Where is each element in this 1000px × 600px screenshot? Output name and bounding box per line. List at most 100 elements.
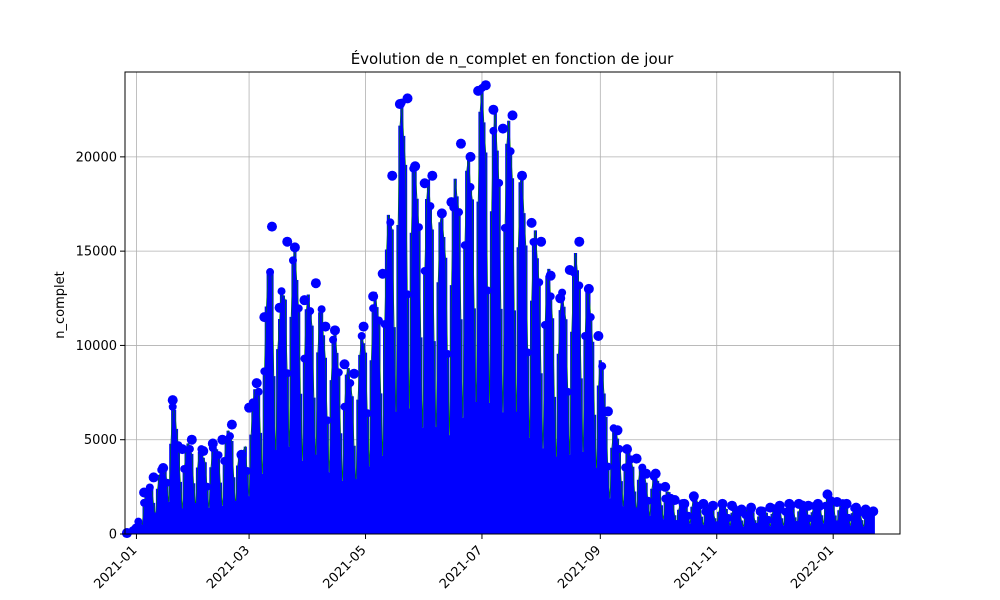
data-point	[409, 164, 418, 173]
data-fill	[125, 88, 875, 534]
data-point	[368, 291, 379, 302]
data-point	[174, 441, 183, 450]
data-point	[380, 320, 389, 329]
data-point	[271, 449, 280, 458]
data-point	[427, 170, 438, 181]
data-point	[340, 402, 349, 411]
data-point	[689, 494, 698, 503]
data-point	[283, 369, 292, 378]
data-point	[632, 507, 641, 516]
data-point	[214, 451, 223, 460]
data-point	[621, 463, 630, 472]
data-point	[449, 203, 458, 212]
y-tick-label: 10000	[76, 339, 117, 354]
data-point	[403, 290, 412, 299]
data-point	[243, 466, 252, 475]
data-point	[752, 522, 761, 531]
data-point	[602, 406, 613, 417]
data-point	[460, 241, 469, 250]
data-point	[707, 503, 716, 512]
data-point	[260, 367, 269, 376]
data-point	[850, 504, 859, 513]
data-point	[414, 223, 423, 232]
data-point	[787, 502, 796, 511]
data-point	[764, 515, 773, 524]
data-point	[266, 268, 275, 277]
data-point	[306, 307, 315, 316]
data-point	[134, 517, 143, 526]
data-point	[672, 520, 681, 529]
data-point	[497, 123, 508, 134]
data-point	[420, 266, 429, 275]
data-point	[712, 521, 721, 530]
data-point	[358, 321, 369, 332]
y-tick-label: 20000	[76, 150, 117, 165]
data-point	[678, 499, 687, 508]
data-point	[747, 505, 756, 514]
data-point	[638, 463, 647, 472]
data-point	[251, 378, 262, 389]
x-tick-label: 2021-07	[437, 543, 486, 592]
data-point	[437, 209, 446, 218]
data-point	[288, 256, 297, 265]
data-point	[191, 502, 200, 511]
data-point	[798, 500, 807, 509]
data-point	[649, 472, 658, 481]
x-tick-label: 2021-01	[91, 543, 140, 592]
data-point	[512, 411, 521, 420]
data-point	[781, 507, 790, 516]
data-point	[540, 320, 549, 329]
data-point	[426, 202, 435, 211]
data-point	[226, 419, 237, 430]
data-point	[351, 479, 360, 488]
data-point	[666, 493, 675, 502]
y-tick-label: 15000	[76, 245, 117, 260]
x-tick-label: 2021-09	[555, 543, 604, 592]
data-point	[311, 454, 320, 463]
data-point	[558, 288, 567, 297]
data-point	[569, 268, 578, 277]
data-point	[289, 242, 300, 253]
data-point	[329, 335, 338, 344]
data-point	[168, 402, 177, 411]
data-point	[157, 465, 166, 474]
data-point	[518, 171, 527, 180]
data-point	[274, 302, 285, 313]
data-point	[317, 305, 326, 314]
data-point	[729, 503, 738, 512]
data-point	[506, 147, 515, 156]
data-point	[282, 236, 293, 247]
data-point	[575, 281, 584, 290]
data-point	[867, 508, 876, 517]
data-point	[563, 387, 572, 396]
data-point	[432, 427, 441, 436]
data-point	[609, 424, 618, 433]
y-tick-label: 5000	[84, 433, 117, 448]
data-point	[323, 416, 332, 425]
data-point	[724, 514, 733, 523]
data-point	[419, 178, 430, 189]
data-point	[552, 456, 561, 465]
data-point	[507, 110, 518, 121]
data-point	[535, 278, 544, 287]
data-point	[615, 445, 624, 454]
data-point	[339, 359, 350, 370]
data-point	[259, 312, 270, 323]
data-point	[804, 514, 813, 523]
data-point	[397, 98, 406, 107]
data-point	[466, 183, 475, 192]
data-point	[583, 283, 594, 294]
data-point	[128, 526, 137, 535]
data-point	[545, 270, 556, 281]
data-point	[231, 500, 240, 509]
data-point	[320, 321, 331, 332]
data-point	[489, 126, 498, 135]
data-point	[167, 395, 178, 406]
x-tick-label: 2022-01	[788, 543, 837, 592]
data-point	[622, 444, 633, 455]
data-point	[151, 512, 160, 521]
data-point	[392, 411, 401, 420]
data-point	[186, 434, 197, 445]
data-point	[644, 496, 653, 505]
data-point	[500, 223, 509, 232]
